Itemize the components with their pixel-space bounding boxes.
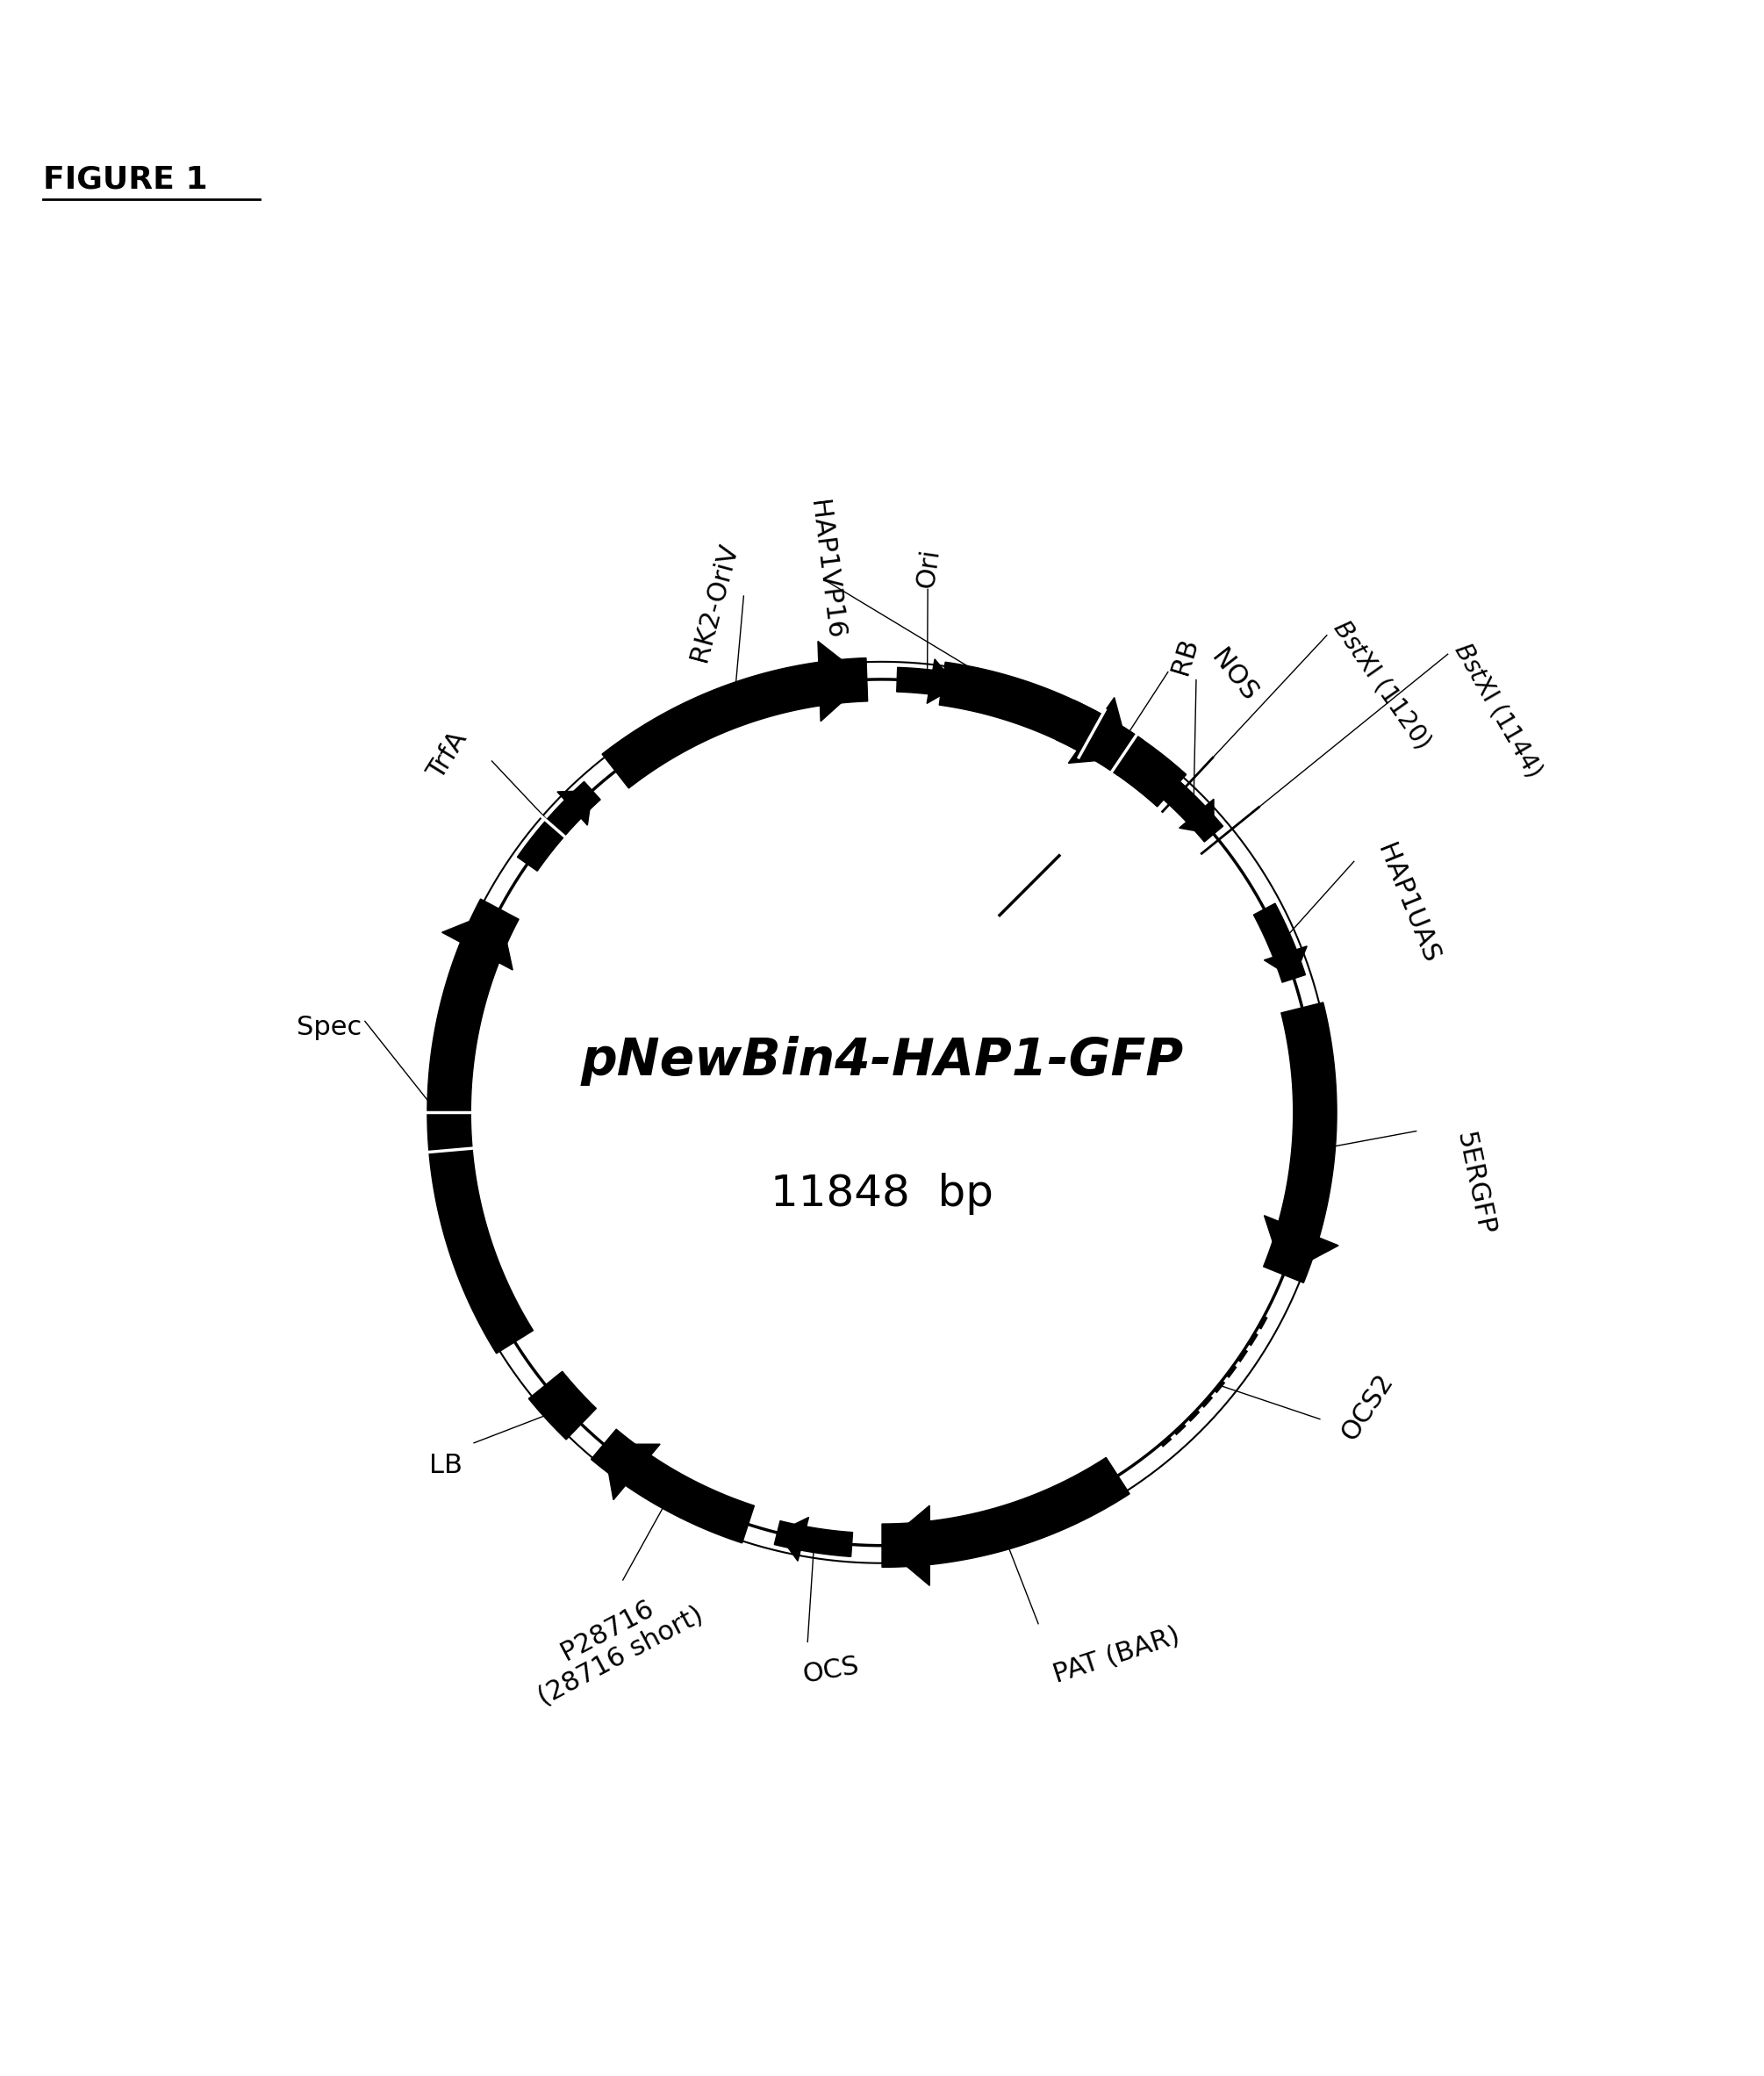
Text: Spec: Spec	[296, 1015, 362, 1040]
Text: LB: LB	[429, 1453, 462, 1478]
Text: 11848  bp: 11848 bp	[771, 1173, 993, 1214]
Text: OCS: OCS	[801, 1652, 861, 1688]
Polygon shape	[517, 781, 600, 872]
Polygon shape	[1263, 1003, 1337, 1283]
Polygon shape	[882, 1457, 1129, 1567]
Polygon shape	[896, 666, 960, 698]
Text: RB: RB	[1168, 635, 1203, 677]
Polygon shape	[1254, 903, 1305, 982]
Polygon shape	[557, 791, 593, 826]
Text: $\mathit{Bst}$XI (1144): $\mathit{Bst}$XI (1144)	[1450, 637, 1547, 781]
Polygon shape	[1265, 1217, 1339, 1275]
Text: FIGURE 1: FIGURE 1	[42, 164, 208, 195]
Text: HAP1VP16: HAP1VP16	[804, 498, 847, 641]
Text: pNewBin4-HAP1-GFP: pNewBin4-HAP1-GFP	[580, 1036, 1184, 1086]
Polygon shape	[774, 1522, 852, 1557]
Polygon shape	[778, 1518, 808, 1561]
Polygon shape	[818, 641, 866, 720]
Polygon shape	[602, 658, 868, 789]
Text: RK2-OriV: RK2-OriV	[686, 540, 743, 664]
Polygon shape	[427, 899, 533, 1354]
Polygon shape	[1178, 799, 1214, 835]
Polygon shape	[591, 1428, 755, 1542]
Text: 5ERGFP: 5ERGFP	[1452, 1129, 1498, 1237]
Text: OCS2: OCS2	[1337, 1370, 1399, 1445]
Polygon shape	[1164, 781, 1222, 843]
Polygon shape	[529, 1372, 596, 1439]
Polygon shape	[1057, 700, 1185, 808]
Text: TrfA: TrfA	[423, 727, 473, 785]
Polygon shape	[1265, 947, 1307, 978]
Polygon shape	[926, 658, 958, 704]
Text: PAT (BAR): PAT (BAR)	[1050, 1623, 1184, 1688]
Text: NOS: NOS	[1207, 646, 1261, 706]
Text: $\mathit{Bst}$XI (1120): $\mathit{Bst}$XI (1120)	[1328, 614, 1436, 754]
Text: HAP1UAS: HAP1UAS	[1372, 841, 1443, 967]
Polygon shape	[1069, 698, 1131, 764]
Polygon shape	[603, 1445, 660, 1499]
Polygon shape	[882, 1505, 930, 1586]
Text: P28716
(28716 short): P28716 (28716 short)	[520, 1576, 707, 1711]
Polygon shape	[443, 909, 513, 969]
Text: Ori: Ori	[914, 548, 944, 590]
Polygon shape	[938, 662, 1143, 776]
